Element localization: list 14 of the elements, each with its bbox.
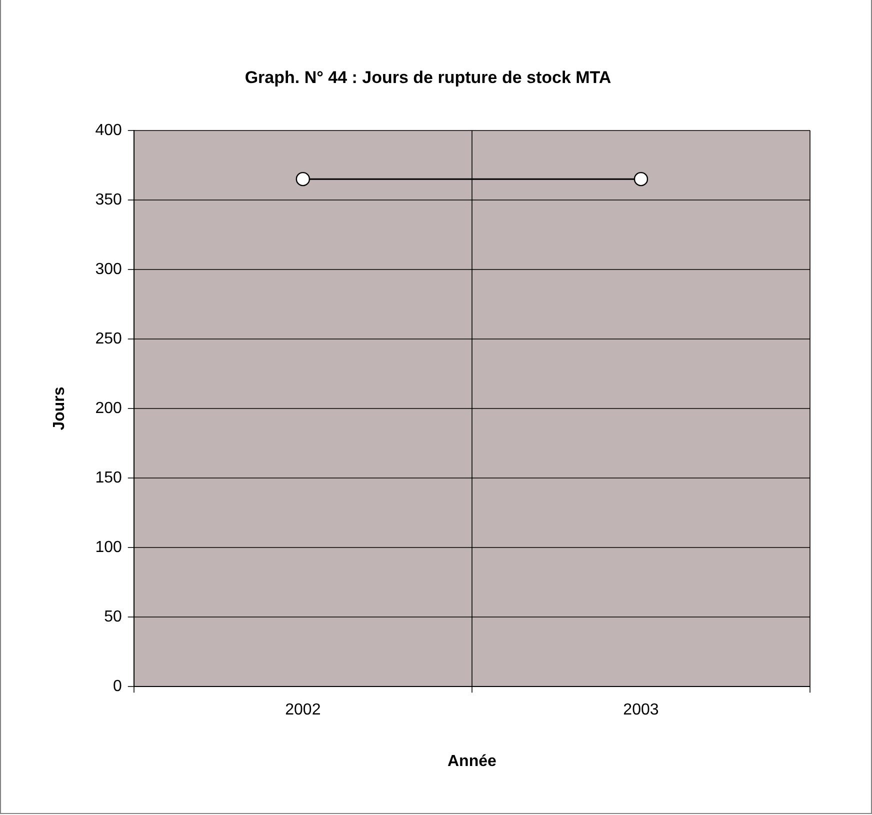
y-tick-label: 50 — [104, 608, 122, 626]
y-tick-label: 300 — [95, 260, 122, 278]
y-tick-label: 0 — [112, 678, 122, 696]
y-tick-label: 100 — [95, 538, 122, 556]
y-axis-title: Jours — [51, 386, 68, 430]
x-tick-label: 2002 — [285, 702, 321, 719]
y-tick-label: 350 — [95, 191, 122, 208]
x-tick-label: 2003 — [623, 702, 659, 719]
y-tick-label: 150 — [95, 469, 122, 486]
y-tick-label: 200 — [95, 400, 122, 417]
y-tick-label: 400 — [95, 122, 122, 139]
x-axis-title: Année — [447, 752, 496, 770]
chart-title: Graph. N° 44 : Jours de rupture de stock MTA — [244, 68, 612, 87]
y-tick-label: 250 — [95, 330, 122, 348]
